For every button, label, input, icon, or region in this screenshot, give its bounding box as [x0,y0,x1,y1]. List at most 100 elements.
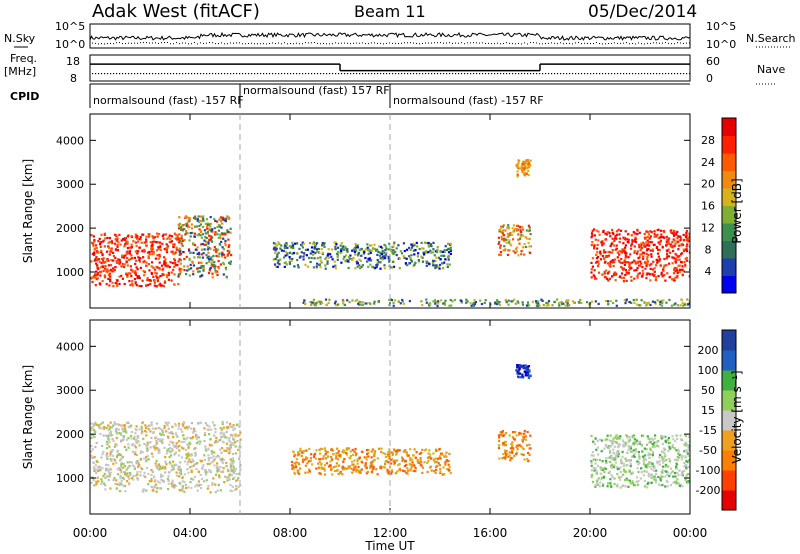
heatmap-cell [306,248,309,251]
heatmap-cell [232,466,235,469]
heatmap-cell [508,239,511,242]
heatmap-cell [553,301,556,304]
heatmap-cell [688,251,690,254]
heatmap-cell [312,298,315,301]
heatmap-cell [658,456,661,459]
heatmap-cell [616,483,619,486]
heatmap-cell [637,272,640,276]
heatmap-cell [618,233,621,236]
heatmap-cell [607,254,611,257]
heatmap-cell [194,217,197,220]
heatmap-cell [169,447,172,450]
heatmap-cell [359,471,362,474]
heatmap-cell [188,458,191,461]
heatmap-cell [299,447,302,450]
heatmap-cell [151,248,154,251]
heatmap-cell [218,469,221,472]
nsearch-point [251,42,252,44]
heatmap-cell [506,232,510,235]
heatmap-cell [331,473,334,476]
heatmap-cell [121,262,125,266]
heatmap-cell [679,304,682,307]
heatmap-cell [186,463,189,466]
heatmap-cell [108,432,111,435]
heatmap-cell [667,238,670,241]
heatmap-cell [181,244,184,247]
heatmap-cell [182,423,185,427]
heatmap-cell [643,463,646,466]
heatmap-cell [223,481,226,484]
heatmap-cell [136,275,139,278]
heatmap-cell [375,468,378,471]
nave-point [152,73,154,75]
nave-point [683,73,685,75]
heatmap-cell [145,489,148,492]
heatmap-cell [127,437,130,440]
heatmap-cell [227,238,230,241]
heatmap-cell [119,424,122,427]
heatmap-cell [567,299,570,302]
heatmap-cell [135,234,138,237]
heatmap-cell [208,234,211,237]
heatmap-cell [298,472,301,475]
heatmap-cell [609,482,612,485]
nave-point [119,73,121,75]
heatmap-cell [594,467,597,470]
heatmap-cell [638,440,642,443]
heatmap-cell [608,460,611,463]
heatmap-cell [667,450,670,453]
heatmap-cell [226,249,229,252]
heatmap-cell [678,453,681,456]
heatmap-cell [684,265,687,268]
heatmap-cell [284,250,287,253]
heatmap-cell [221,423,224,426]
heatmap-cell [204,471,207,474]
heatmap-cell [371,460,374,463]
heatmap-cell [229,484,232,487]
nave-point [233,73,235,75]
heatmap-cell [168,461,172,464]
heatmap-cell [126,264,129,267]
heatmap-cell [678,235,681,238]
heatmap-cell [291,258,294,261]
heatmap-cell [629,247,633,250]
heatmap-cell [178,468,181,471]
heatmap-cell [679,239,682,242]
heatmap-cell [419,459,422,462]
heatmap-cell [507,455,510,459]
nave-point [614,73,616,75]
nsearch-point [491,43,492,45]
heatmap-cell [356,462,359,465]
heatmap-cell [658,258,662,261]
heatmap-cell [205,449,208,452]
heatmap-cell [671,244,674,247]
heatmap-cell [661,483,664,487]
heatmap-cell [373,454,376,458]
heatmap-cell [183,421,186,424]
nave-point [365,73,367,75]
heatmap-cell [130,243,133,246]
heatmap-cell [606,438,609,441]
heatmap-cell [436,304,439,308]
nsearch-point [311,42,312,44]
heatmap-cell [418,452,421,455]
nave-point [527,73,529,75]
heatmap-cell [651,445,655,448]
heatmap-cell [439,457,442,460]
heatmap-cell [165,247,168,250]
heatmap-cell [356,244,359,247]
heatmap-cell [172,468,175,471]
heatmap-cell [501,430,504,433]
nave-point [482,73,484,75]
heatmap-cell [205,253,208,257]
heatmap-cell [136,471,139,474]
nave-point [566,73,568,75]
heatmap-cell [198,220,201,224]
heatmap-cell [220,451,223,454]
heatmap-cell [178,233,181,236]
heatmap-cell [609,300,612,303]
heatmap-cell [214,271,217,274]
heatmap-cell [180,228,183,231]
heatmap-cell [590,276,593,279]
heatmap-cell [416,461,419,464]
